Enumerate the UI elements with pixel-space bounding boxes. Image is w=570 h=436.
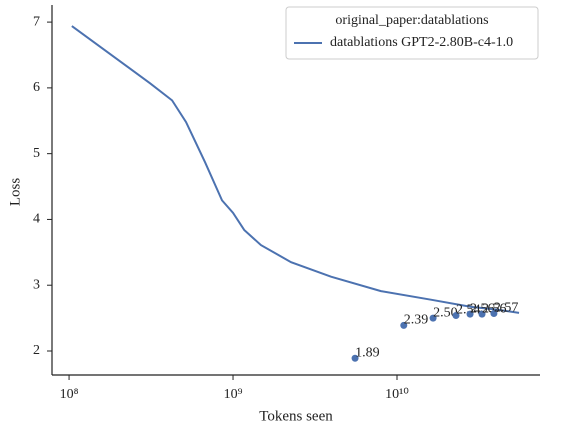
x-tick-label: 10⁹ xyxy=(224,387,243,402)
scatter-point xyxy=(452,311,460,319)
legend: original_paper:datablations datablations … xyxy=(285,6,539,60)
scatter-point xyxy=(351,354,359,362)
x-tick-label: 10⁸ xyxy=(60,387,79,402)
data-label: 2.57 xyxy=(494,301,518,316)
scatter-point xyxy=(490,309,498,317)
y-tick-label: 3 xyxy=(33,277,40,292)
data-label: 2.50 xyxy=(433,305,458,320)
line-series xyxy=(71,25,520,314)
data-label: 1.89 xyxy=(355,345,380,360)
y-tick-label: 7 xyxy=(33,14,40,29)
data-label: 2.56 xyxy=(470,301,495,316)
scatter-point xyxy=(429,314,437,322)
legend-title: original_paper:datablations xyxy=(335,13,488,28)
data-label: 2.39 xyxy=(404,313,429,328)
y-axis-label: Loss xyxy=(7,178,23,207)
y-tick-label: 6 xyxy=(33,80,40,95)
legend-box xyxy=(285,6,539,60)
scatter-point xyxy=(478,310,486,318)
data-label: 2.54 xyxy=(456,303,481,318)
y-tick-label: 5 xyxy=(33,146,40,161)
x-tick-label: 10¹⁰ xyxy=(385,387,409,402)
data-label: 2.56 xyxy=(482,301,507,316)
y-tick-label: 2 xyxy=(33,343,40,358)
legend-label: datablations GPT2-2.80B-c4-1.0 xyxy=(330,35,513,50)
scatter-point xyxy=(400,321,408,329)
scatter-point xyxy=(466,310,474,318)
x-axis-label: Tokens seen xyxy=(259,408,333,424)
y-tick-label: 4 xyxy=(33,212,40,227)
